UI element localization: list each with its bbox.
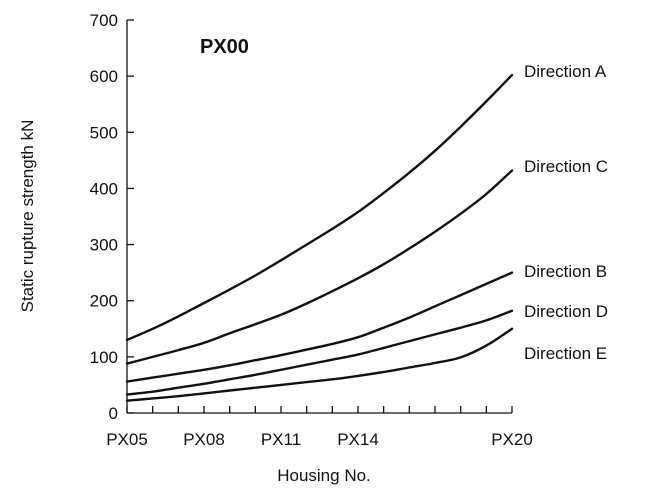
series-label: Direction C (524, 157, 608, 176)
series-label: Direction A (524, 62, 607, 81)
y-tick-label: 400 (90, 179, 118, 198)
y-tick-label: 500 (90, 123, 118, 142)
x-tick-label: PX14 (337, 430, 379, 449)
series-label: Direction B (524, 262, 607, 281)
y-tick-label: 300 (90, 236, 118, 255)
series-line (125, 271, 514, 383)
series-line (125, 327, 514, 402)
x-axis-title: Housing No. (277, 466, 371, 485)
y-tick-label: 0 (109, 404, 118, 423)
y-tick-label: 200 (90, 292, 118, 311)
series-labels: Direction A Direction C Direction B Directi… (524, 62, 608, 363)
x-tick-label: PX11 (261, 430, 301, 449)
y-tick-label: 100 (90, 348, 118, 367)
y-axis-title: Static rupture strength kN (18, 120, 37, 313)
series-line (125, 73, 514, 342)
y-tick-label: 600 (90, 67, 118, 86)
axes: 0 100 200 300 400 500 600 700 PX05 PX08 PX11 PX14 PX… (90, 11, 533, 449)
series-label: Direction E (524, 344, 607, 363)
series-lines (125, 73, 514, 402)
series-line (125, 309, 514, 396)
chart-title: PX00 (200, 36, 249, 58)
x-tick-label: PX05 (106, 430, 148, 449)
x-tick-label: PX08 (183, 430, 225, 449)
series-label: Direction D (524, 302, 608, 321)
x-tick-label: PX20 (491, 430, 533, 449)
series-line (125, 169, 514, 365)
y-tick-label: 700 (90, 11, 118, 30)
